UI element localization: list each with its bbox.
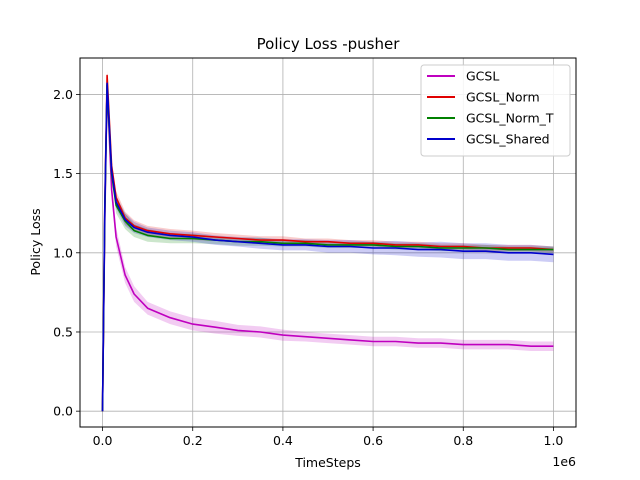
plot-frame xyxy=(79,57,577,428)
legend-label-gcsl-norm-t: GCSL_Norm_T xyxy=(466,111,554,126)
legend-label-gcsl-shared: GCSL_Shared xyxy=(466,132,550,147)
y-tick-label: 0.0 xyxy=(53,404,73,419)
line-gcsl xyxy=(101,84,554,412)
y-tick-label: 2.0 xyxy=(53,87,73,102)
legend-label-gcsl: GCSL xyxy=(466,69,499,84)
y-axis-title: Policy Loss xyxy=(28,208,43,275)
chart-title: Policy Loss -pusher xyxy=(257,35,401,53)
x-tick-label: 0.0 xyxy=(93,433,113,448)
axis-ticks: 0.0 0.2 0.4 0.6 0.8 1.0 0.0 0.5 1.0 1.5 2.0 xyxy=(53,87,563,448)
legend: GCSL GCSL_Norm GCSL_Norm_T GCSL_Shared xyxy=(420,64,571,157)
line-gcsl-norm xyxy=(101,74,554,412)
line-gcsl-norm-t xyxy=(101,84,554,412)
x-tick-label: 0.2 xyxy=(183,433,203,448)
y-tick-label: 1.0 xyxy=(53,245,73,260)
y-tick-label: 1.5 xyxy=(53,166,73,181)
x-axis-title: TimeSteps xyxy=(294,455,361,470)
x-tick-label: 0.4 xyxy=(273,433,293,448)
x-tick-label: 0.8 xyxy=(453,433,473,448)
legend-label-gcsl-norm: GCSL_Norm xyxy=(466,90,540,105)
x-offset-text: 1e6 xyxy=(552,454,576,469)
y-tick-label: 0.5 xyxy=(53,324,73,339)
x-tick-label: 1.0 xyxy=(544,433,564,448)
x-tick-label: 0.6 xyxy=(363,433,383,448)
line-gcsl-shared xyxy=(101,82,554,412)
legend-box xyxy=(420,64,571,157)
series-lines xyxy=(101,74,554,412)
